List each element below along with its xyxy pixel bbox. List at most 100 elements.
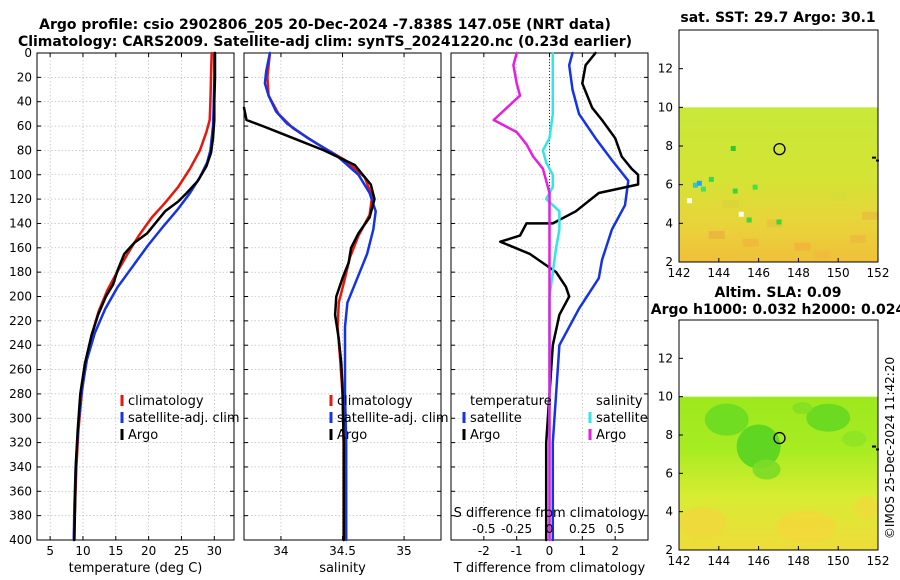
sla-xtick-label: 152 — [867, 554, 890, 568]
diff-xtick-label: 1 — [579, 544, 587, 558]
depth-tick-label: 380 — [9, 509, 32, 523]
diff-xtick-label: -2 — [478, 544, 490, 558]
diff-series-s-argo — [492, 51, 551, 542]
sst-patch — [742, 238, 759, 247]
sst-xtick-label: 142 — [668, 266, 691, 280]
depth-tick-label: 40 — [17, 95, 32, 109]
diff-t-legend-item: satellite — [470, 411, 522, 426]
sst-ytick-label: 10 — [658, 100, 673, 114]
diff-s-legend-item: Argo — [596, 428, 626, 443]
diff-s-tick-label: -0.25 — [501, 522, 532, 536]
sst-float-marker — [773, 142, 786, 156]
sst-xtick-label: 150 — [827, 266, 850, 280]
sla-blob — [854, 495, 879, 520]
depth-tick-label: 80 — [17, 143, 32, 157]
sal-legend-item: satellite-adj. clim — [337, 411, 449, 426]
diff-series-t-argo — [499, 51, 640, 542]
diff-legend-t-title: temperature — [470, 394, 552, 409]
sst-ytick-label: 12 — [658, 62, 673, 76]
sal-series-satellite-adj-clim — [263, 51, 377, 542]
sla-map-title-1: Altim. SLA: 0.09 — [714, 285, 841, 301]
depth-tick-label: 140 — [9, 216, 32, 230]
salinity-panel: 34 34.5 35 salinity climatology satellite-adj… — [242, 51, 449, 576]
sla-blob — [704, 403, 749, 436]
sst-patch — [814, 250, 831, 259]
sla-xtick-label: 146 — [747, 554, 770, 568]
depth-tick-label: 100 — [9, 168, 32, 182]
sla-ytick-label: 4 — [665, 505, 673, 519]
sla-ytick-label: 10 — [658, 390, 673, 404]
temperature-panel: 5 10 15 20 25 30 temperature (deg C) 0 20 40 60 80 1… — [9, 46, 240, 576]
sst-patch — [766, 219, 783, 228]
temp-xtick-label: 10 — [75, 544, 90, 558]
temp-xtick-label: 25 — [174, 544, 189, 558]
sst-xtick-label: 144 — [707, 266, 730, 280]
imos-watermark: ©IMOS 25-Dec-2024 11:42:20 — [883, 357, 897, 539]
depth-tick-label: 60 — [17, 119, 32, 133]
diff-xtick-label: -1 — [511, 544, 523, 558]
sal-series-argo — [242, 106, 376, 542]
temp-xtick-label: 30 — [207, 544, 222, 558]
depth-tick-label: 300 — [9, 411, 32, 425]
sst-ytick-label: 4 — [665, 216, 673, 230]
depth-tick-label: 240 — [9, 338, 32, 352]
sst-xtick-label: 146 — [747, 266, 770, 280]
sal-xtick-label: 34.5 — [329, 544, 356, 558]
depth-tick-label: 0 — [24, 46, 32, 60]
sal-xtick-label: 34 — [273, 544, 288, 558]
sla-blob — [842, 430, 867, 447]
sal-legend-item: climatology — [337, 394, 413, 409]
diff-xlabel: T difference from climatology — [453, 561, 646, 576]
difference-panel: -2 -1 0 1 2 T difference from climatology S di… — [450, 51, 649, 576]
diff-s-tick-label: -0.5 — [472, 522, 495, 536]
sla-map-title-2: Argo h1000: 0.032 h2000: 0.024 — [651, 302, 900, 318]
diff-s-legend-item: satellite — [596, 411, 648, 426]
sst-ytick-label: 8 — [665, 139, 673, 153]
depth-tick-label: 320 — [9, 436, 32, 450]
sst-pixel — [752, 184, 758, 190]
sla-blob — [752, 459, 781, 480]
sla-blob — [776, 511, 837, 543]
sal-xtick-label: 35 — [396, 544, 411, 558]
depth-tick-label: 180 — [9, 265, 32, 279]
title-line-2: Climatology: CARS2009. Satellite-adj cli… — [18, 34, 632, 50]
sla-xtick-label: 148 — [787, 554, 810, 568]
temp-xtick-label: 20 — [141, 544, 156, 558]
sla-blob — [792, 402, 813, 415]
sla-land-mark — [876, 448, 880, 451]
sla-xtick-label: 142 — [668, 554, 691, 568]
depth-tick-label: 160 — [9, 241, 32, 255]
sst-ytick-label: 2 — [665, 255, 673, 269]
depth-tick-label: 280 — [9, 387, 32, 401]
diff-s-tick-label: 0 — [546, 522, 554, 536]
sst-pixel — [732, 188, 738, 194]
diff-xtick-label: 0 — [546, 544, 554, 558]
sla-blob — [678, 507, 727, 540]
title-line-1: Argo profile: csio 2902806_205 20-Dec-20… — [39, 17, 611, 33]
sst-patch — [722, 200, 739, 209]
diff-legend-s-title: salinity — [596, 394, 643, 409]
sst-pixel — [696, 180, 702, 186]
sst-patch — [830, 192, 847, 201]
sal-xlabel: salinity — [319, 561, 366, 576]
sst-pixel — [686, 198, 692, 204]
depth-tick-label: 400 — [9, 533, 32, 547]
sst-xtick-label: 148 — [787, 266, 810, 280]
sst-ytick-label: 6 — [665, 178, 673, 192]
sla-ytick-label: 12 — [658, 351, 673, 365]
depth-tick-label: 120 — [9, 192, 32, 206]
temp-series-satellite-adj-clim — [72, 51, 216, 542]
temp-legend-item: Argo — [128, 428, 158, 443]
sst-patch — [794, 242, 811, 251]
diff-s-tick-label: 0.5 — [606, 522, 625, 536]
sst-patch — [862, 211, 879, 220]
sla-map: 142 144 146 148 150 152 2 4 6 8 10 12 — [658, 319, 890, 568]
sla-blob — [806, 403, 851, 432]
temp-xtick-label: 5 — [46, 544, 54, 558]
sla-ytick-label: 8 — [665, 428, 673, 442]
sst-pixel — [746, 217, 752, 223]
sal-legend-item: Argo — [337, 428, 367, 443]
sst-pixel — [776, 219, 782, 225]
temp-series-argo — [73, 51, 217, 542]
sla-ytick-label: 2 — [665, 543, 673, 557]
